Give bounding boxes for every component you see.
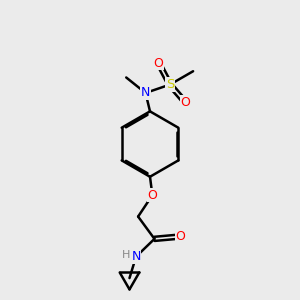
Text: O: O: [180, 96, 190, 109]
Text: O: O: [176, 230, 186, 243]
Text: N: N: [131, 250, 141, 263]
Text: N: N: [141, 86, 150, 99]
Text: S: S: [166, 78, 174, 91]
Text: H: H: [122, 250, 131, 260]
Text: O: O: [154, 57, 164, 70]
Text: O: O: [147, 189, 157, 202]
